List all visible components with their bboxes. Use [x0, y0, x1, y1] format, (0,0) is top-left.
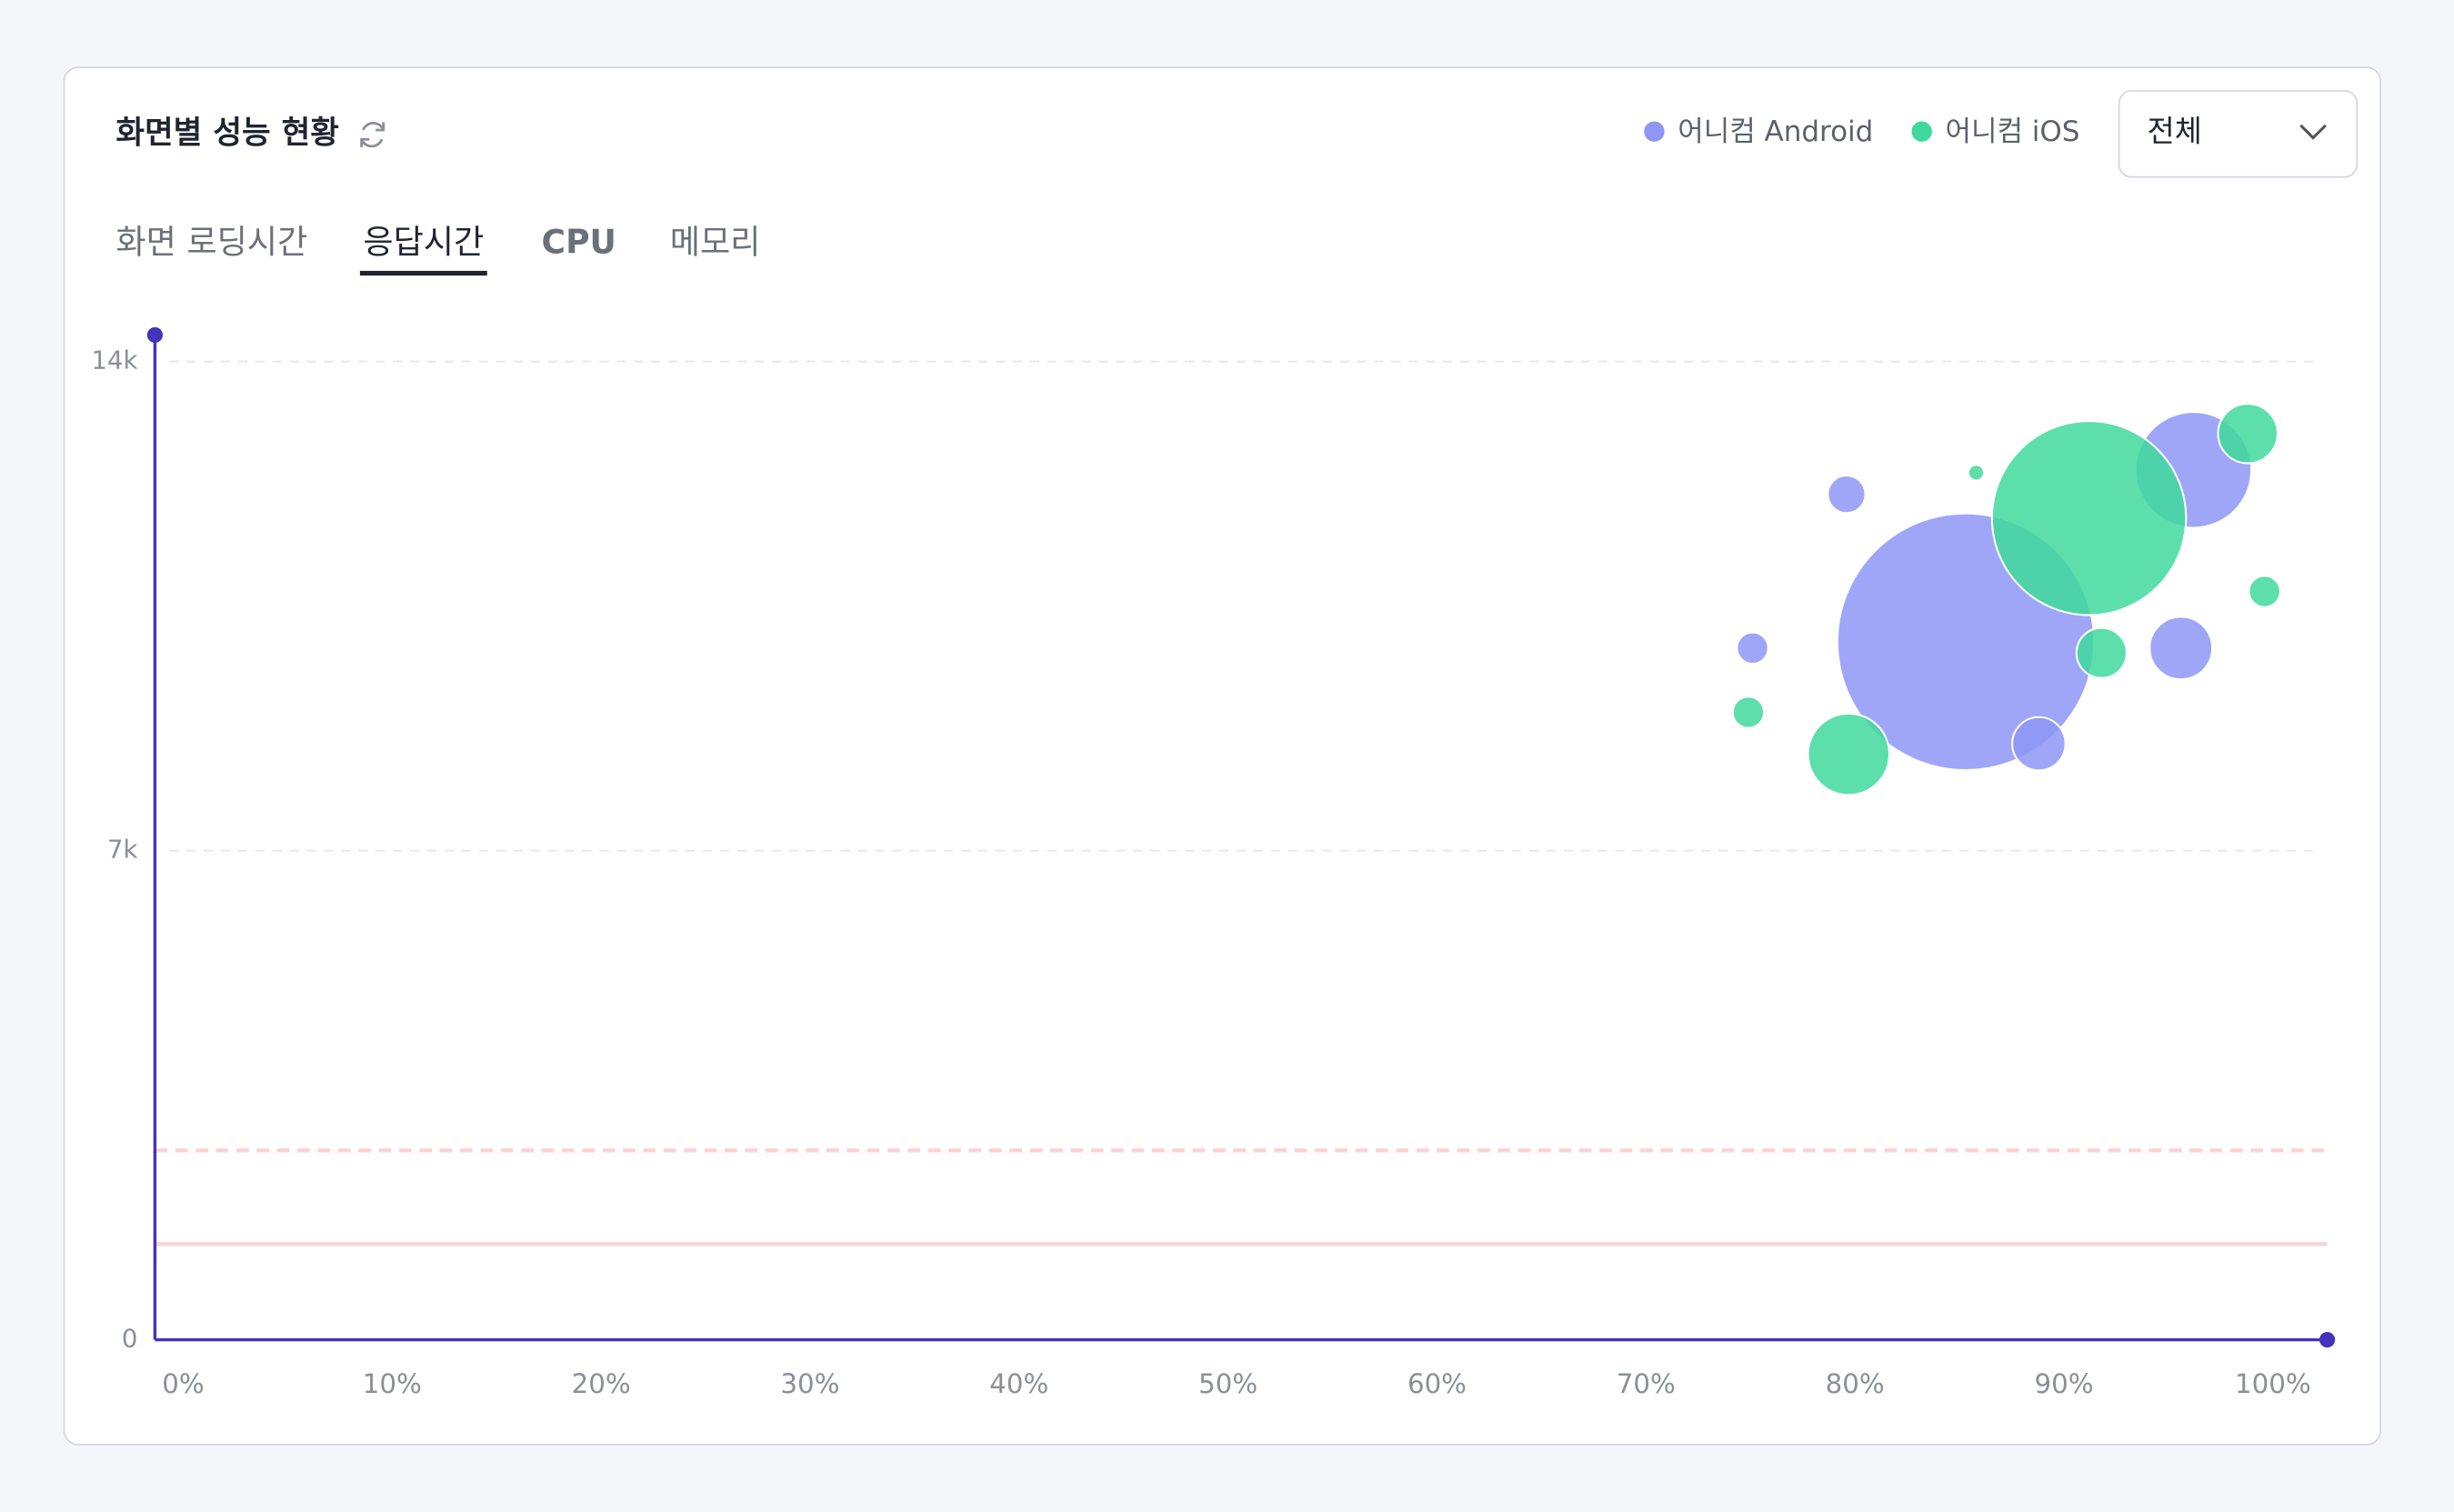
tab[interactable]: CPU — [542, 223, 616, 262]
legend-label: 어니컴 Android — [1678, 115, 1873, 148]
bubble[interactable] — [2248, 575, 2281, 608]
card-title: 화면별 성능 현황 — [115, 115, 339, 152]
axis-end — [146, 326, 164, 344]
bubble[interactable] — [1967, 464, 1986, 482]
x-tick-label: 90% — [2034, 1368, 2093, 1399]
bubble[interactable] — [1731, 696, 1766, 729]
bubble[interactable] — [1827, 474, 1867, 515]
x-tick-label: 20% — [572, 1368, 631, 1399]
bubble[interactable] — [1807, 712, 1891, 796]
card — [63, 66, 2381, 1446]
tab[interactable]: 응답시간 — [363, 223, 484, 262]
y-tick-label: 0 — [122, 1325, 138, 1354]
x-tick-label: 0% — [162, 1368, 204, 1399]
x-tick-label: 10% — [363, 1368, 422, 1399]
y-tick-label: 7k — [107, 836, 138, 865]
bubble[interactable] — [2075, 626, 2128, 679]
bubble[interactable] — [1736, 631, 1769, 665]
legend-marker — [1644, 121, 1665, 142]
x-tick-label: 40% — [989, 1368, 1048, 1399]
legend-label: 어니컴 iOS — [1945, 115, 2079, 148]
axis-end — [2319, 1331, 2336, 1348]
refresh-icon[interactable] — [360, 122, 386, 148]
legend-marker — [1911, 121, 1932, 142]
x-tick-label: 30% — [780, 1368, 839, 1399]
x-tick-label: 60% — [1407, 1368, 1467, 1399]
tab[interactable]: 화면 로딩시간 — [115, 223, 307, 262]
bubble[interactable] — [2011, 716, 2067, 772]
x-tick-label: 50% — [1198, 1368, 1257, 1399]
bubble[interactable] — [2217, 403, 2279, 465]
x-tick-label: 80% — [1826, 1368, 1885, 1399]
x-tick-label: 70% — [1617, 1368, 1676, 1399]
bubble[interactable] — [2149, 616, 2214, 681]
tab[interactable]: 메모리 — [670, 223, 761, 262]
y-tick-label: 14k — [91, 346, 137, 375]
x-tick-label: 100% — [2235, 1368, 2311, 1399]
tab-underline — [359, 270, 487, 276]
bubble[interactable] — [1990, 420, 2188, 616]
dropdown-label: 전체 — [2148, 114, 2202, 148]
dropdown[interactable]: 전체 — [2118, 90, 2359, 178]
